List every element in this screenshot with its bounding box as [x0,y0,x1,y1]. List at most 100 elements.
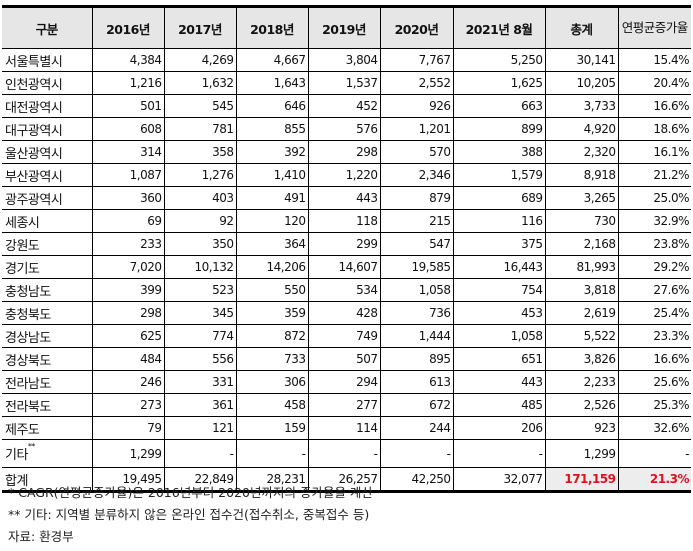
value-cell: 16.6% [617,347,691,371]
value-cell: 32.9% [617,209,691,233]
value-cell: 28,231 [235,467,309,492]
value-cell: 206 [452,416,546,440]
footnote-cagr: * CAGR(연평균증가율)은 2016년부터 2020년까지의 증가율을 계산 [8,485,373,500]
region-name-cell: 울산광역시 [2,140,93,164]
value-cell: 1,410 [235,163,309,187]
source-note: 자료: 환경부 [8,529,74,544]
value-cell: 2,346 [379,163,454,187]
value-cell: 2,168 [544,232,619,256]
region-name: 인천광역시 [5,77,63,93]
value-cell: 360 [91,186,165,210]
value-cell: 1,632 [163,71,237,95]
value-cell: 484 [91,347,165,371]
value-cell: 358 [163,140,237,164]
value-cell: 294 [307,370,381,394]
value-cell: 872 [235,324,309,348]
table-row: 경상북도 484 556 733 507 895 651 3,826 16.6% [2,347,691,371]
value-cell: 3,818 [544,278,619,302]
region-name: 전라남도 [5,376,51,392]
value-cell: 118 [307,209,381,233]
value-cell: 749 [307,324,381,348]
value-cell: 244 [379,416,454,440]
value-cell: 10,132 [163,255,237,279]
table-body: 서울특별시 4,384 4,269 4,667 3,804 7,767 5,250 30,14… [2,48,691,492]
value-cell: 608 [91,117,165,141]
table-row: 제주도 79 121 159 114 244 206 923 32.6% [2,416,691,440]
table-row: 전라북도 273 361 458 277 672 485 2,526 25.3% [2,393,691,417]
value-cell: 233 [91,232,165,256]
value-cell: 14,206 [235,255,309,279]
value-cell: 625 [91,324,165,348]
region-name-cell: 세종시 [2,209,93,233]
value-cell: 25.0% [617,186,691,210]
value-cell: - [163,439,237,468]
value-cell: 2,552 [379,71,454,95]
region-name: 제주도 [5,422,40,438]
value-cell: 754 [452,278,546,302]
value-cell: 388 [452,140,546,164]
region-name: 강원도 [5,238,40,254]
table-row: 전라남도 246 331 306 294 613 443 2,233 25.6% [2,370,691,394]
table-row-total: 합계 19,495 22,849 28,231 26,257 42,250 32,077 17… [2,467,691,492]
region-name-cell: 부산광역시 [2,163,93,187]
value-cell: 545 [163,94,237,118]
table-row-etc: 기타** 1,299- - - - -1,299- [2,439,691,468]
value-cell: 1,537 [307,71,381,95]
region-name-cell: 강원도 [2,232,93,256]
value-cell: 507 [307,347,381,371]
value-cell: 895 [379,347,454,371]
value-cell: 359 [235,301,309,325]
value-cell: 16.1% [617,140,691,164]
value-cell: 879 [379,186,454,210]
value-cell: 428 [307,301,381,325]
region-name-cell: 충청남도 [2,278,93,302]
region-name-cell: 합계 [2,467,93,492]
value-cell: 171,159 [544,467,619,492]
value-cell: 547 [379,232,454,256]
region-name-cell: 충청북도 [2,301,93,325]
table-row: 대구광역시 608 781 855 576 1,201 899 4,920 18.6% [2,117,691,141]
value-cell: 443 [452,370,546,394]
value-cell: 21.3% [617,467,691,492]
value-cell: 298 [91,301,165,325]
value-cell: - [617,439,691,468]
value-cell: 689 [452,186,546,210]
value-cell: 550 [235,278,309,302]
value-cell: 32.6% [617,416,691,440]
header-row: 구분 2016년 2017년 2018년 2019년 2020년 2021년 8… [2,6,691,49]
region-data-table: 구분 2016년 2017년 2018년 2019년 2020년 2021년 8… [2,5,691,493]
value-cell: 364 [235,232,309,256]
value-cell: - [307,439,381,468]
value-cell: 452 [307,94,381,118]
col-header-cagr: 연평균증가율 [617,6,691,49]
value-cell: 23.8% [617,232,691,256]
table-row: 광주광역시 360 403 491 443 879 689 3,265 25.0% [2,186,691,210]
region-name: 기타 [5,448,28,463]
value-cell: 3,826 [544,347,619,371]
table-row: 경상남도 625 774 872 749 1,444 1,058 5,522 23.3% [2,324,691,348]
value-cell: 120 [235,209,309,233]
value-cell: 1,058 [379,278,454,302]
region-name-cell: 광주광역시 [2,186,93,210]
value-cell: 1,058 [452,324,546,348]
value-cell: 16.6% [617,94,691,118]
value-cell: 523 [163,278,237,302]
region-name-cell: 경기도 [2,255,93,279]
region-name-cell: 제주도 [2,416,93,440]
col-header-2021-aug: 2021년 8월 [452,6,546,49]
value-cell: 3,733 [544,94,619,118]
value-cell: 1,220 [307,163,381,187]
footnote-etc: ** 기타: 지역별 분류하지 않은 온라인 접수건(접수취소, 중복접수 등) [8,507,370,522]
value-cell: 1,579 [452,163,546,187]
value-cell: 926 [379,94,454,118]
value-cell: 81,993 [544,255,619,279]
value-cell: 7,020 [91,255,165,279]
region-name-cell: 전라북도 [2,393,93,417]
value-cell: 26,257 [307,467,381,492]
value-cell: 501 [91,94,165,118]
value-cell: 923 [544,416,619,440]
region-name-cell: 기타** [2,439,93,468]
value-cell: 114 [307,416,381,440]
value-cell: 570 [379,140,454,164]
value-cell: 3,265 [544,186,619,210]
